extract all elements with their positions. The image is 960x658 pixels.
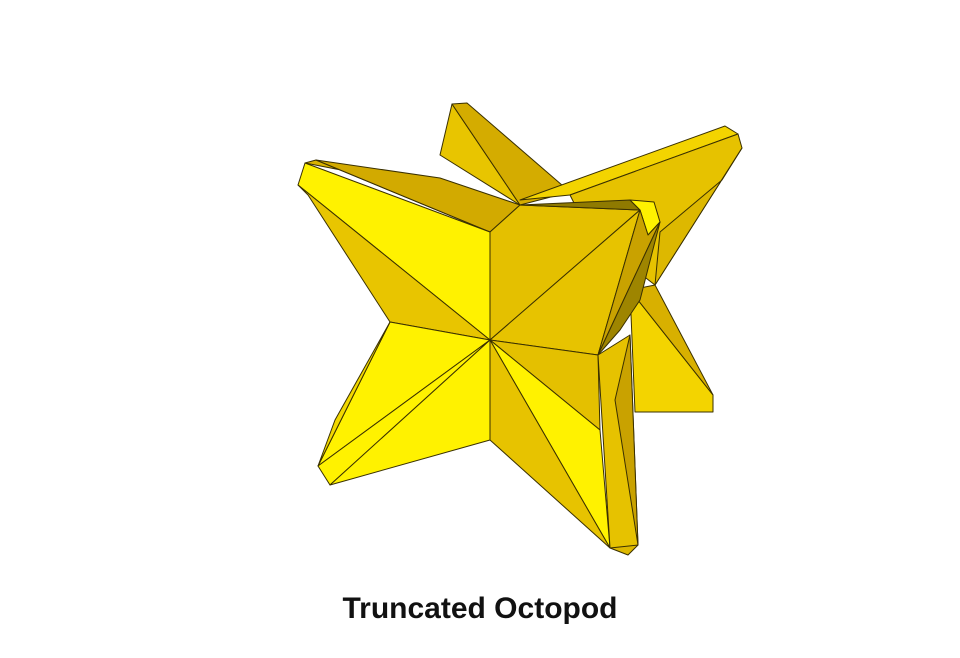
upper-right-spike-shadow bbox=[597, 221, 661, 356]
back-right-spike-under-face bbox=[654, 147, 743, 286]
polyhedron-figure bbox=[297, 102, 743, 556]
bottom-spike-left-face bbox=[489, 339, 611, 549]
lower-left-spike-edge-face bbox=[317, 321, 391, 467]
truncated-octopod-drawing bbox=[297, 102, 743, 556]
bottom-spike-shadow-face bbox=[614, 334, 639, 546]
back-lower-spike-face-a bbox=[629, 289, 714, 413]
figure-caption: Truncated Octopod bbox=[342, 592, 618, 625]
